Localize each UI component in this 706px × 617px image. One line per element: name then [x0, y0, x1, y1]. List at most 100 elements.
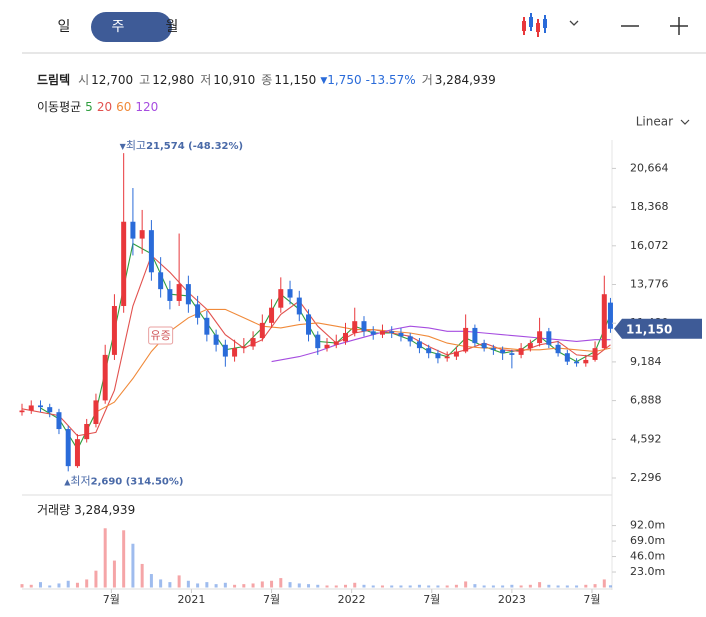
candle-body	[213, 334, 219, 345]
candle-body	[352, 321, 358, 333]
x-tick-label: 7월	[103, 593, 120, 606]
last-price-tag	[614, 318, 702, 339]
tab-day[interactable]: 일	[58, 19, 71, 35]
volume-bar	[159, 579, 163, 588]
volume-bar	[48, 585, 52, 588]
summary-value: 10,910	[213, 73, 255, 87]
candle-body	[546, 331, 552, 345]
ma-legend-entry: 60	[116, 100, 131, 114]
volume-bar	[362, 584, 366, 588]
candle-body	[121, 221, 127, 307]
ma-legend-entry: 20	[97, 100, 112, 114]
event-label: 유증	[151, 329, 171, 342]
chart-type-icon[interactable]	[522, 13, 547, 37]
y-tick-label: 20,664	[630, 161, 669, 174]
chart-type-dropdown[interactable]	[569, 20, 579, 26]
ma-line	[271, 325, 611, 363]
scale-dropdown[interactable]	[680, 119, 690, 125]
candle-body	[259, 322, 265, 339]
ma-legend: 이동평균 5 20 60 120	[37, 100, 158, 114]
volume-bar	[608, 585, 612, 588]
volume-bar	[214, 584, 218, 588]
candle-body	[379, 331, 385, 335]
volume-bar	[149, 574, 153, 588]
zoom-in[interactable]	[670, 17, 688, 35]
candle-body	[241, 346, 247, 349]
candle-body	[84, 423, 90, 440]
volume-value: 3,284,939	[435, 73, 496, 87]
candle-body	[65, 429, 71, 467]
volume-bar	[427, 585, 431, 588]
volume-bar	[390, 585, 394, 588]
candle-body	[102, 354, 108, 401]
volume-bar	[565, 585, 569, 588]
volume-bar	[196, 583, 200, 588]
candle-body	[555, 344, 561, 354]
summary-value: 12,980	[152, 73, 194, 87]
volume-bar	[353, 582, 357, 588]
candle-body	[250, 338, 256, 347]
y-tick-label: 9,184	[630, 355, 662, 368]
volume-title-value: 3,284,939	[74, 503, 135, 517]
candle-body	[453, 351, 459, 357]
volume-bar	[501, 585, 505, 588]
volume-tick-label: 69.0m	[630, 534, 665, 547]
volume-bar	[464, 581, 468, 588]
volume-bar	[602, 579, 606, 588]
candle-body	[407, 336, 413, 342]
volume-bar	[223, 582, 227, 588]
volume-bar	[242, 584, 246, 588]
volume-bar	[334, 585, 338, 588]
volume-bar	[205, 582, 209, 588]
volume-bar	[417, 584, 421, 588]
y-tick-label: 2,296	[630, 471, 662, 484]
volume-bar	[270, 580, 274, 588]
candle-body	[56, 412, 62, 430]
tab-week[interactable]: 주	[112, 19, 125, 35]
volume-tick-label: 92.0m	[630, 519, 665, 532]
candle-body	[324, 344, 330, 349]
summary-label: 저	[200, 73, 211, 87]
volume-bar	[186, 580, 190, 588]
candle-body	[500, 349, 506, 354]
low-marker-value: 2,690 (314.50%)	[91, 476, 184, 487]
candle-body	[481, 343, 487, 349]
candle-body	[37, 405, 43, 408]
volume-bar	[131, 543, 135, 588]
volume-bar	[20, 584, 24, 588]
candle-body	[444, 356, 450, 359]
change: 1,750	[327, 73, 361, 87]
tab-month[interactable]: 월	[166, 19, 179, 35]
volume-bar	[491, 585, 495, 588]
candle-body	[574, 361, 580, 364]
high-marker-label: 최고	[126, 139, 146, 152]
volume-bar	[112, 560, 116, 588]
candle-body	[28, 405, 34, 411]
y-tick-label: 4,592	[630, 432, 662, 445]
ma-legend-entry: 5	[85, 100, 93, 114]
volume-bar	[94, 570, 98, 588]
volume-bar	[538, 582, 542, 588]
volume-bar	[510, 584, 514, 588]
candle-body	[518, 348, 524, 355]
volume-bar	[380, 585, 384, 588]
x-tick-label: 7월	[423, 593, 440, 606]
volume-bar	[168, 582, 172, 588]
candle-body	[607, 302, 613, 329]
volume-bar	[297, 583, 301, 588]
candle-body	[278, 289, 284, 308]
candle-body	[287, 289, 293, 298]
volume-bar	[445, 585, 449, 588]
candle-body	[269, 307, 275, 323]
candle-body	[537, 331, 543, 344]
volume-bar	[325, 585, 329, 588]
scale-mode[interactable]: Linear	[636, 115, 673, 129]
low-marker-label: 최저	[70, 474, 90, 487]
volume-bar	[343, 584, 347, 588]
volume-bar	[279, 578, 283, 588]
candle-body	[389, 331, 395, 333]
summary-value: 12,700	[91, 73, 133, 87]
candle-body	[306, 314, 312, 335]
volume-bar	[75, 582, 79, 588]
